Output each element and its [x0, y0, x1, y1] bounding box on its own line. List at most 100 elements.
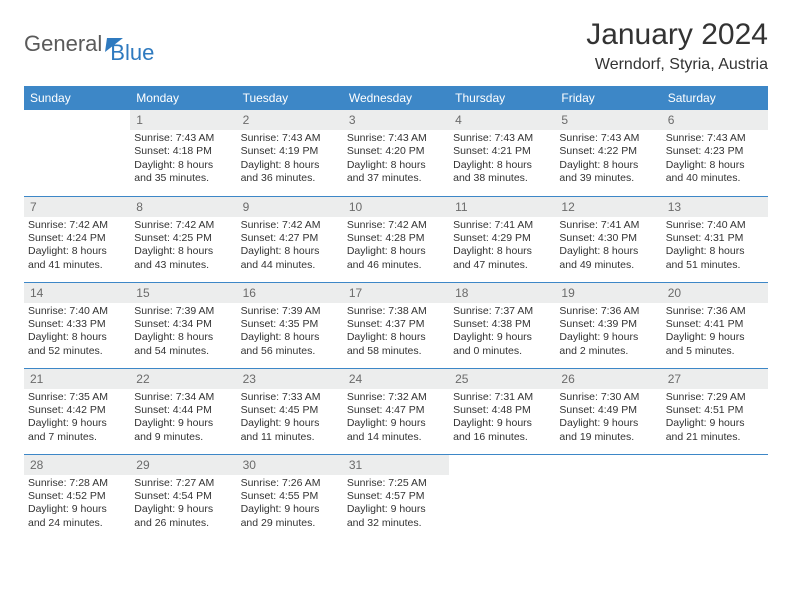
day-line-d1: Daylight: 9 hours	[28, 503, 126, 516]
day-line-ss: Sunset: 4:45 PM	[241, 404, 339, 417]
day-line-d1: Daylight: 9 hours	[666, 331, 764, 344]
day-number: 12	[555, 197, 661, 217]
calendar-day: 1Sunrise: 7:43 AMSunset: 4:18 PMDaylight…	[130, 110, 236, 196]
calendar-day: 7Sunrise: 7:42 AMSunset: 4:24 PMDaylight…	[24, 196, 130, 282]
day-line-d1: Daylight: 8 hours	[559, 159, 657, 172]
day-body: Sunrise: 7:29 AMSunset: 4:51 PMDaylight:…	[662, 389, 768, 449]
day-line-d1: Daylight: 8 hours	[28, 331, 126, 344]
calendar-day: 2Sunrise: 7:43 AMSunset: 4:19 PMDaylight…	[237, 110, 343, 196]
day-body: Sunrise: 7:38 AMSunset: 4:37 PMDaylight:…	[343, 303, 449, 363]
calendar-day: 22Sunrise: 7:34 AMSunset: 4:44 PMDayligh…	[130, 368, 236, 454]
day-number: 28	[24, 455, 130, 475]
day-body: Sunrise: 7:35 AMSunset: 4:42 PMDaylight:…	[24, 389, 130, 449]
day-body: Sunrise: 7:34 AMSunset: 4:44 PMDaylight:…	[130, 389, 236, 449]
day-line-d1: Daylight: 9 hours	[453, 417, 551, 430]
calendar-day: 5Sunrise: 7:43 AMSunset: 4:22 PMDaylight…	[555, 110, 661, 196]
calendar-day: 10Sunrise: 7:42 AMSunset: 4:28 PMDayligh…	[343, 196, 449, 282]
day-body: Sunrise: 7:39 AMSunset: 4:35 PMDaylight:…	[237, 303, 343, 363]
day-line-d1: Daylight: 8 hours	[666, 159, 764, 172]
day-body: Sunrise: 7:43 AMSunset: 4:20 PMDaylight:…	[343, 130, 449, 190]
calendar-day: 16Sunrise: 7:39 AMSunset: 4:35 PMDayligh…	[237, 282, 343, 368]
weekday-header: Thursday	[449, 86, 555, 110]
calendar-table: Sunday Monday Tuesday Wednesday Thursday…	[24, 86, 768, 540]
day-number: 7	[24, 197, 130, 217]
day-line-d1: Daylight: 9 hours	[347, 417, 445, 430]
day-line-d1: Daylight: 8 hours	[241, 245, 339, 258]
calendar-day: 26Sunrise: 7:30 AMSunset: 4:49 PMDayligh…	[555, 368, 661, 454]
day-line-d1: Daylight: 8 hours	[347, 331, 445, 344]
calendar-day: 9Sunrise: 7:42 AMSunset: 4:27 PMDaylight…	[237, 196, 343, 282]
day-line-d2: and 19 minutes.	[559, 431, 657, 444]
day-number: 24	[343, 369, 449, 389]
day-line-d2: and 35 minutes.	[134, 172, 232, 185]
day-line-sr: Sunrise: 7:41 AM	[559, 219, 657, 232]
calendar-day: 29Sunrise: 7:27 AMSunset: 4:54 PMDayligh…	[130, 454, 236, 540]
calendar-day: 14Sunrise: 7:40 AMSunset: 4:33 PMDayligh…	[24, 282, 130, 368]
day-body: Sunrise: 7:41 AMSunset: 4:30 PMDaylight:…	[555, 217, 661, 277]
day-line-d1: Daylight: 8 hours	[559, 245, 657, 258]
day-line-sr: Sunrise: 7:39 AM	[134, 305, 232, 318]
day-body: Sunrise: 7:31 AMSunset: 4:48 PMDaylight:…	[449, 389, 555, 449]
day-number: 27	[662, 369, 768, 389]
day-line-sr: Sunrise: 7:43 AM	[347, 132, 445, 145]
calendar-day: 18Sunrise: 7:37 AMSunset: 4:38 PMDayligh…	[449, 282, 555, 368]
calendar-day: 19Sunrise: 7:36 AMSunset: 4:39 PMDayligh…	[555, 282, 661, 368]
calendar-day	[662, 454, 768, 540]
day-line-sr: Sunrise: 7:26 AM	[241, 477, 339, 490]
day-line-sr: Sunrise: 7:42 AM	[241, 219, 339, 232]
day-line-ss: Sunset: 4:51 PM	[666, 404, 764, 417]
day-line-d1: Daylight: 8 hours	[241, 331, 339, 344]
calendar-page: General Blue January 2024 Werndorf, Styr…	[0, 0, 792, 540]
calendar-day: 11Sunrise: 7:41 AMSunset: 4:29 PMDayligh…	[449, 196, 555, 282]
calendar-day: 15Sunrise: 7:39 AMSunset: 4:34 PMDayligh…	[130, 282, 236, 368]
day-line-d1: Daylight: 8 hours	[241, 159, 339, 172]
day-line-d2: and 38 minutes.	[453, 172, 551, 185]
day-number: 29	[130, 455, 236, 475]
day-number: 18	[449, 283, 555, 303]
calendar-day: 12Sunrise: 7:41 AMSunset: 4:30 PMDayligh…	[555, 196, 661, 282]
calendar-day: 21Sunrise: 7:35 AMSunset: 4:42 PMDayligh…	[24, 368, 130, 454]
calendar-day: 13Sunrise: 7:40 AMSunset: 4:31 PMDayligh…	[662, 196, 768, 282]
day-line-ss: Sunset: 4:44 PM	[134, 404, 232, 417]
day-line-ss: Sunset: 4:28 PM	[347, 232, 445, 245]
day-line-d1: Daylight: 8 hours	[134, 245, 232, 258]
day-line-ss: Sunset: 4:20 PM	[347, 145, 445, 158]
location: Werndorf, Styria, Austria	[586, 56, 768, 74]
day-line-d1: Daylight: 9 hours	[666, 417, 764, 430]
day-number: 4	[449, 110, 555, 130]
day-number: 16	[237, 283, 343, 303]
month-title: January 2024	[586, 18, 768, 52]
day-line-ss: Sunset: 4:42 PM	[28, 404, 126, 417]
day-line-sr: Sunrise: 7:36 AM	[666, 305, 764, 318]
day-line-ss: Sunset: 4:55 PM	[241, 490, 339, 503]
day-line-d2: and 44 minutes.	[241, 259, 339, 272]
day-line-d2: and 41 minutes.	[28, 259, 126, 272]
day-line-ss: Sunset: 4:48 PM	[453, 404, 551, 417]
weekday-header: Friday	[555, 86, 661, 110]
day-line-d1: Daylight: 8 hours	[347, 159, 445, 172]
day-line-ss: Sunset: 4:54 PM	[134, 490, 232, 503]
calendar-day	[24, 110, 130, 196]
day-line-d2: and 51 minutes.	[666, 259, 764, 272]
day-body: Sunrise: 7:40 AMSunset: 4:33 PMDaylight:…	[24, 303, 130, 363]
day-line-d2: and 16 minutes.	[453, 431, 551, 444]
logo: General Blue	[24, 22, 154, 66]
day-line-sr: Sunrise: 7:27 AM	[134, 477, 232, 490]
weekday-header: Tuesday	[237, 86, 343, 110]
day-line-sr: Sunrise: 7:37 AM	[453, 305, 551, 318]
day-line-sr: Sunrise: 7:29 AM	[666, 391, 764, 404]
day-line-d2: and 46 minutes.	[347, 259, 445, 272]
calendar-day: 24Sunrise: 7:32 AMSunset: 4:47 PMDayligh…	[343, 368, 449, 454]
day-line-ss: Sunset: 4:19 PM	[241, 145, 339, 158]
day-number: 15	[130, 283, 236, 303]
day-line-d1: Daylight: 9 hours	[559, 331, 657, 344]
day-line-d1: Daylight: 9 hours	[453, 331, 551, 344]
day-line-ss: Sunset: 4:30 PM	[559, 232, 657, 245]
calendar-week: 7Sunrise: 7:42 AMSunset: 4:24 PMDaylight…	[24, 196, 768, 282]
day-line-d1: Daylight: 9 hours	[347, 503, 445, 516]
day-line-d2: and 14 minutes.	[347, 431, 445, 444]
day-line-sr: Sunrise: 7:35 AM	[28, 391, 126, 404]
calendar-day: 6Sunrise: 7:43 AMSunset: 4:23 PMDaylight…	[662, 110, 768, 196]
weekday-header-row: Sunday Monday Tuesday Wednesday Thursday…	[24, 86, 768, 110]
day-number: 23	[237, 369, 343, 389]
